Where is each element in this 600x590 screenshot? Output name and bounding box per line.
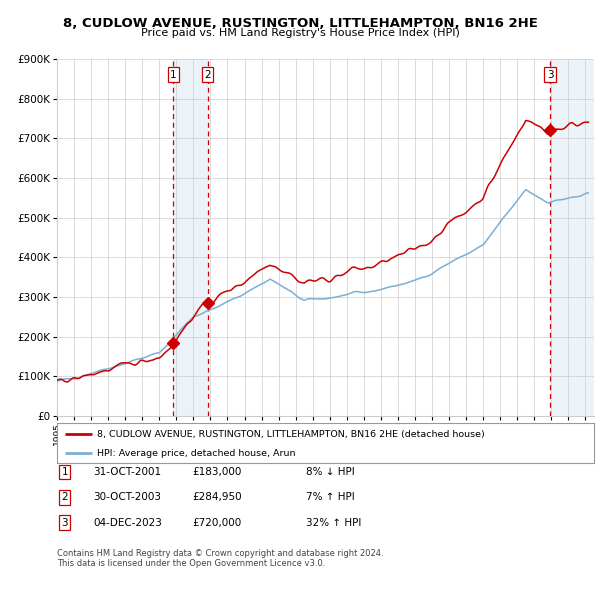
- Text: 3: 3: [61, 518, 68, 527]
- Text: £720,000: £720,000: [192, 518, 241, 527]
- Text: 2: 2: [204, 70, 211, 80]
- Text: 3: 3: [547, 70, 553, 80]
- Text: 2: 2: [61, 493, 68, 502]
- Text: Price paid vs. HM Land Registry's House Price Index (HPI): Price paid vs. HM Land Registry's House …: [140, 28, 460, 38]
- Text: 31-OCT-2001: 31-OCT-2001: [93, 467, 161, 477]
- Text: £183,000: £183,000: [192, 467, 241, 477]
- Text: 32% ↑ HPI: 32% ↑ HPI: [306, 518, 361, 527]
- Text: 8, CUDLOW AVENUE, RUSTINGTON, LITTLEHAMPTON, BN16 2HE: 8, CUDLOW AVENUE, RUSTINGTON, LITTLEHAMP…: [62, 17, 538, 30]
- Bar: [173, 59, 208, 416]
- Text: 1: 1: [61, 467, 68, 477]
- Text: 8, CUDLOW AVENUE, RUSTINGTON, LITTLEHAMPTON, BN16 2HE (detached house): 8, CUDLOW AVENUE, RUSTINGTON, LITTLEHAMP…: [97, 430, 485, 439]
- Text: HPI: Average price, detached house, Arun: HPI: Average price, detached house, Arun: [97, 448, 296, 458]
- Text: 7% ↑ HPI: 7% ↑ HPI: [306, 493, 355, 502]
- Text: 1: 1: [170, 70, 177, 80]
- Bar: [550, 59, 594, 416]
- Text: 04-DEC-2023: 04-DEC-2023: [93, 518, 162, 527]
- Text: Contains HM Land Registry data © Crown copyright and database right 2024.: Contains HM Land Registry data © Crown c…: [57, 549, 383, 558]
- Text: 30-OCT-2003: 30-OCT-2003: [93, 493, 161, 502]
- Text: This data is licensed under the Open Government Licence v3.0.: This data is licensed under the Open Gov…: [57, 559, 325, 568]
- Text: 8% ↓ HPI: 8% ↓ HPI: [306, 467, 355, 477]
- Text: £284,950: £284,950: [192, 493, 242, 502]
